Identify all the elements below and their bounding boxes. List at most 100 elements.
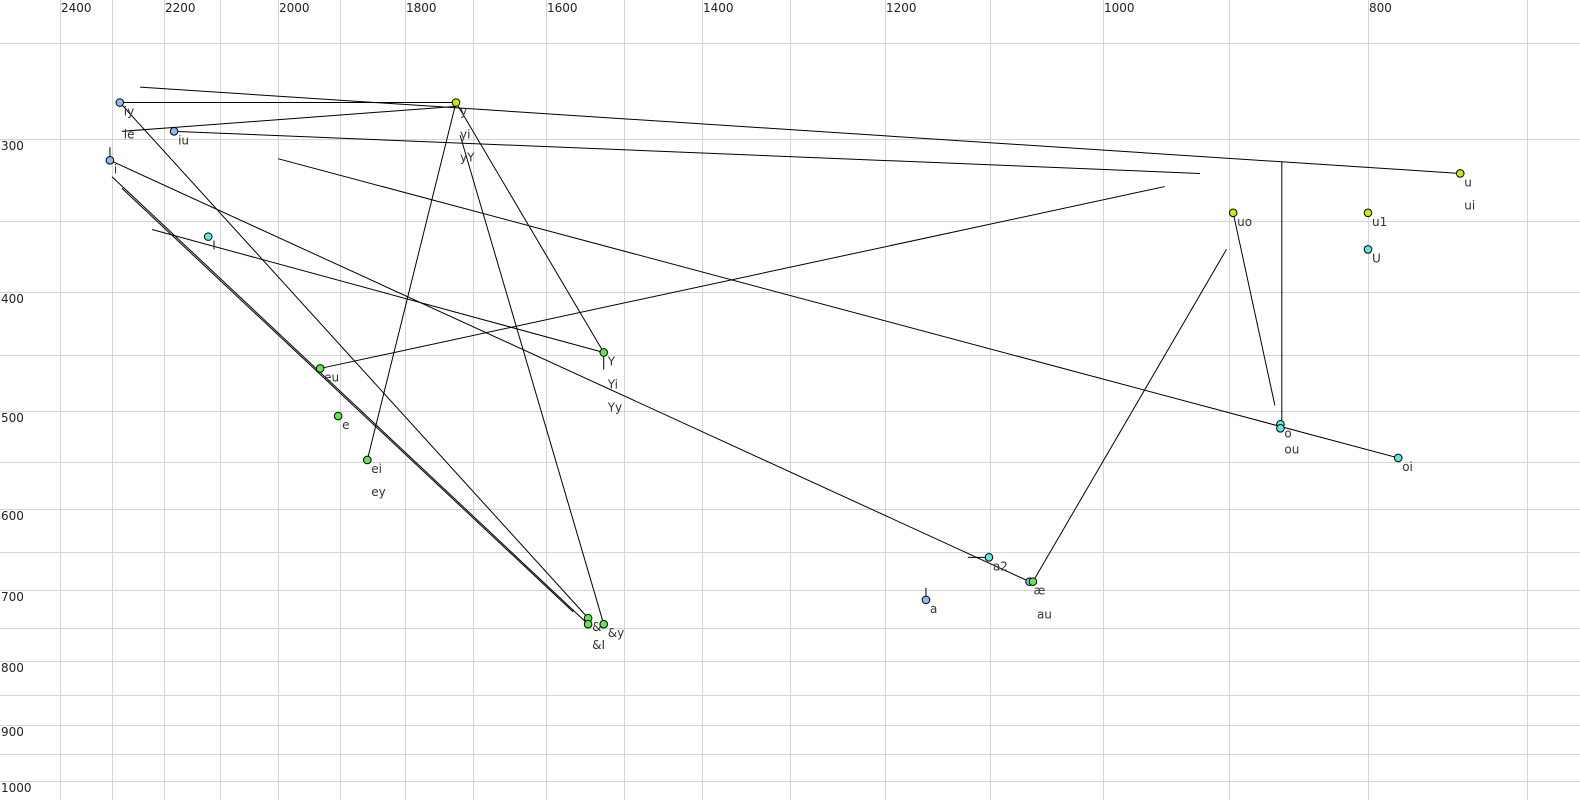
point-label: Yi: [607, 377, 618, 391]
point-label: e: [342, 418, 349, 432]
x-tick-label: 1400: [703, 1, 734, 15]
vowel-point-ou: ou: [1276, 424, 1299, 456]
x-tick-label: 2400: [61, 1, 92, 15]
point-label: &y: [608, 626, 624, 640]
trajectory-line: [366, 102, 457, 461]
point-marker: [363, 455, 372, 465]
y-tick-label: 700: [1, 590, 24, 604]
vowel-point-i: i: [105, 156, 117, 176]
point-marker: [1276, 424, 1285, 433]
point-label: ui: [1464, 198, 1475, 212]
point-label: Yy: [607, 400, 622, 414]
trajectory-line: [174, 130, 1201, 174]
x-tick-label: 2200: [165, 1, 196, 15]
x-tick-label: 1200: [886, 1, 917, 15]
point-marker: [333, 411, 343, 421]
vowel-point-uo: uo: [1228, 208, 1252, 229]
point-marker: [451, 98, 461, 107]
y-tick-label: 1000: [1, 781, 32, 795]
trajectory-line: [111, 176, 589, 625]
point-label: o: [1284, 426, 1291, 440]
x-tick-label: 1800: [406, 1, 437, 15]
vowel-point-au: au: [1028, 577, 1052, 622]
trajectory-line: [121, 187, 574, 613]
trajectory-line: [1232, 212, 1276, 406]
vowel-point-Y: Y Yi Yy: [599, 348, 622, 414]
point-label: ie: [124, 128, 135, 142]
vowel-point-e: e: [333, 411, 350, 432]
vowel-point-ei: ei ey: [363, 455, 386, 499]
point-label: a: [930, 602, 937, 616]
trajectory-line: [109, 159, 1030, 583]
point-marker: [315, 364, 325, 373]
x-tick-label: 1000: [1104, 1, 1135, 15]
point-label: iu: [178, 133, 189, 147]
trajectory-line: [320, 186, 1165, 369]
x-axis-tick-labels: 2400 2200 2000 1800 1600 1400 1200 1000 800: [61, 1, 1392, 15]
trajectory-line: [455, 102, 605, 353]
point-label: ou: [1284, 442, 1299, 456]
trajectory-line: [459, 135, 605, 625]
point-label: yY: [460, 151, 475, 165]
x-tick-label: 800: [1369, 1, 1392, 15]
vowel-point-iu: iu: [169, 127, 189, 147]
trajectory-line: [140, 86, 1461, 174]
point-marker: [115, 98, 125, 107]
point-marker: [1363, 245, 1373, 254]
vowel-point-&I: &I: [583, 619, 605, 652]
point-label: Y: [607, 354, 616, 368]
point-label: &: [592, 620, 601, 634]
vowel-point-y: y yi yY: [451, 98, 475, 165]
vowel-point-u1: u1: [1363, 208, 1387, 229]
vowel-point-a2: a2: [984, 553, 1008, 573]
point-label: eu: [324, 370, 339, 384]
point-label: u: [1464, 175, 1472, 189]
vowel-point-U: U: [1363, 245, 1381, 265]
point-marker: [203, 232, 213, 241]
point-marker: [1228, 208, 1238, 218]
point-marker: [1028, 577, 1038, 586]
point-label: oi: [1402, 460, 1413, 474]
trajectory-line: [277, 158, 1399, 459]
vowel-point-iy: iy ie: [115, 98, 135, 142]
y-tick-label: 400: [1, 292, 24, 306]
point-label: au: [1037, 608, 1052, 622]
vowel-point-eu: eu: [315, 364, 339, 384]
point-label: &I: [592, 638, 605, 652]
point-marker: [599, 619, 609, 629]
y-tick-label: 600: [1, 509, 24, 523]
point-marker: [583, 619, 593, 629]
vowel-point-a: a: [921, 595, 937, 616]
trajectory-line: [119, 102, 589, 619]
vowel-point-I: I: [203, 232, 216, 253]
point-marker: [1393, 453, 1403, 463]
point-label: uo: [1237, 215, 1252, 229]
x-tick-label: 2000: [279, 1, 310, 15]
y-axis-tick-labels: 300 400 500 600 700 800 900 1000: [1, 139, 32, 795]
point-label: æ: [1034, 584, 1046, 598]
point-label: yi: [460, 128, 470, 142]
point-marker: [921, 595, 931, 605]
trajectory-line: [1032, 249, 1227, 582]
vowel-point-oi: oi: [1393, 453, 1413, 474]
point-marker: [1455, 169, 1465, 178]
point-marker: [984, 553, 994, 562]
point-marker: [105, 156, 115, 165]
y-tick-label: 300: [1, 139, 24, 153]
trajectories: [109, 86, 1461, 625]
point-label: iy: [124, 105, 134, 119]
point-marker: [169, 127, 179, 136]
point-label: i: [114, 162, 117, 176]
point-label: ey: [371, 485, 385, 499]
point-label: a2: [993, 559, 1008, 573]
trajectory-line: [151, 229, 604, 353]
vowel-point-u: u ui: [1455, 169, 1475, 212]
x-tick-label: 1600: [547, 1, 578, 15]
point-label: ei: [371, 462, 382, 476]
point-marker: [599, 348, 609, 357]
point-label: u1: [1372, 215, 1387, 229]
y-tick-label: 800: [1, 661, 24, 675]
trajectory-line: [121, 105, 457, 132]
